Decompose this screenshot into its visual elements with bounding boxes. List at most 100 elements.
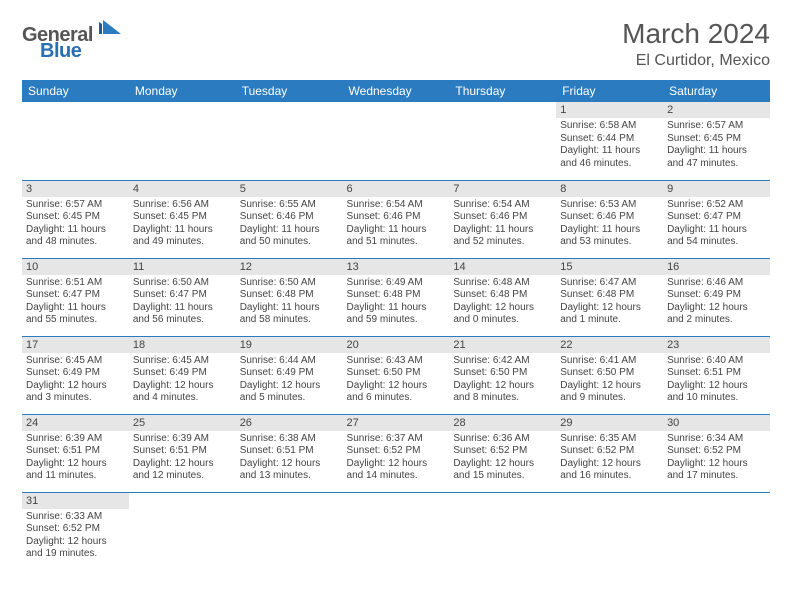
calendar-cell xyxy=(129,492,236,570)
calendar-cell: 1Sunrise: 6:58 AMSunset: 6:44 PMDaylight… xyxy=(556,102,663,180)
logo-second-word: Blue xyxy=(40,40,81,62)
calendar-cell: 27Sunrise: 6:37 AMSunset: 6:52 PMDayligh… xyxy=(343,414,450,492)
day-number: 26 xyxy=(236,415,343,431)
calendar-cell: 3Sunrise: 6:57 AMSunset: 6:45 PMDaylight… xyxy=(22,180,129,258)
day-number: 22 xyxy=(556,337,663,353)
day-details: Sunrise: 6:44 AMSunset: 6:49 PMDaylight:… xyxy=(236,353,343,407)
calendar-cell: 28Sunrise: 6:36 AMSunset: 6:52 PMDayligh… xyxy=(449,414,556,492)
day-details: Sunrise: 6:35 AMSunset: 6:52 PMDaylight:… xyxy=(556,431,663,485)
calendar-cell xyxy=(22,102,129,180)
calendar-cell: 4Sunrise: 6:56 AMSunset: 6:45 PMDaylight… xyxy=(129,180,236,258)
calendar-cell xyxy=(343,492,450,570)
day-number: 4 xyxy=(129,181,236,197)
calendar-cell: 18Sunrise: 6:45 AMSunset: 6:49 PMDayligh… xyxy=(129,336,236,414)
day-details: Sunrise: 6:57 AMSunset: 6:45 PMDaylight:… xyxy=(22,197,129,251)
calendar-cell: 9Sunrise: 6:52 AMSunset: 6:47 PMDaylight… xyxy=(663,180,770,258)
calendar-grid: Sunday Monday Tuesday Wednesday Thursday… xyxy=(22,80,770,570)
calendar-body: 1Sunrise: 6:58 AMSunset: 6:44 PMDaylight… xyxy=(22,102,770,570)
calendar-cell: 7Sunrise: 6:54 AMSunset: 6:46 PMDaylight… xyxy=(449,180,556,258)
location-subtitle: El Curtidor, Mexico xyxy=(622,52,770,70)
day-details: Sunrise: 6:36 AMSunset: 6:52 PMDaylight:… xyxy=(449,431,556,485)
day-details: Sunrise: 6:50 AMSunset: 6:47 PMDaylight:… xyxy=(129,275,236,329)
calendar-cell: 11Sunrise: 6:50 AMSunset: 6:47 PMDayligh… xyxy=(129,258,236,336)
day-number: 14 xyxy=(449,259,556,275)
day-details: Sunrise: 6:48 AMSunset: 6:48 PMDaylight:… xyxy=(449,275,556,329)
calendar-cell: 5Sunrise: 6:55 AMSunset: 6:46 PMDaylight… xyxy=(236,180,343,258)
day-details: Sunrise: 6:38 AMSunset: 6:51 PMDaylight:… xyxy=(236,431,343,485)
day-details: Sunrise: 6:52 AMSunset: 6:47 PMDaylight:… xyxy=(663,197,770,251)
day-details: Sunrise: 6:45 AMSunset: 6:49 PMDaylight:… xyxy=(22,353,129,407)
day-header-tuesday: Tuesday xyxy=(236,80,343,102)
day-number: 1 xyxy=(556,102,663,118)
day-details: Sunrise: 6:45 AMSunset: 6:49 PMDaylight:… xyxy=(129,353,236,407)
day-number: 13 xyxy=(343,259,450,275)
calendar-cell: 19Sunrise: 6:44 AMSunset: 6:49 PMDayligh… xyxy=(236,336,343,414)
day-number: 12 xyxy=(236,259,343,275)
day-number: 11 xyxy=(129,259,236,275)
day-number: 17 xyxy=(22,337,129,353)
day-number: 24 xyxy=(22,415,129,431)
day-header-wednesday: Wednesday xyxy=(343,80,450,102)
calendar-cell: 30Sunrise: 6:34 AMSunset: 6:52 PMDayligh… xyxy=(663,414,770,492)
day-number: 21 xyxy=(449,337,556,353)
calendar-cell: 16Sunrise: 6:46 AMSunset: 6:49 PMDayligh… xyxy=(663,258,770,336)
calendar-cell xyxy=(556,492,663,570)
day-number: 28 xyxy=(449,415,556,431)
day-number: 31 xyxy=(22,493,129,509)
day-number: 15 xyxy=(556,259,663,275)
day-number: 25 xyxy=(129,415,236,431)
calendar-page: General Blue March 2024 El Curtidor, Mex… xyxy=(0,0,792,580)
day-details: Sunrise: 6:37 AMSunset: 6:52 PMDaylight:… xyxy=(343,431,450,485)
day-details: Sunrise: 6:39 AMSunset: 6:51 PMDaylight:… xyxy=(129,431,236,485)
day-number: 5 xyxy=(236,181,343,197)
title-block: March 2024 El Curtidor, Mexico xyxy=(622,18,770,70)
day-details: Sunrise: 6:40 AMSunset: 6:51 PMDaylight:… xyxy=(663,353,770,407)
calendar-cell: 6Sunrise: 6:54 AMSunset: 6:46 PMDaylight… xyxy=(343,180,450,258)
day-details: Sunrise: 6:51 AMSunset: 6:47 PMDaylight:… xyxy=(22,275,129,329)
calendar-cell: 26Sunrise: 6:38 AMSunset: 6:51 PMDayligh… xyxy=(236,414,343,492)
day-number: 3 xyxy=(22,181,129,197)
day-number: 20 xyxy=(343,337,450,353)
day-number: 16 xyxy=(663,259,770,275)
day-details: Sunrise: 6:39 AMSunset: 6:51 PMDaylight:… xyxy=(22,431,129,485)
calendar-cell: 22Sunrise: 6:41 AMSunset: 6:50 PMDayligh… xyxy=(556,336,663,414)
calendar-cell: 14Sunrise: 6:48 AMSunset: 6:48 PMDayligh… xyxy=(449,258,556,336)
day-details: Sunrise: 6:41 AMSunset: 6:50 PMDaylight:… xyxy=(556,353,663,407)
calendar-cell: 8Sunrise: 6:53 AMSunset: 6:46 PMDaylight… xyxy=(556,180,663,258)
calendar-cell: 23Sunrise: 6:40 AMSunset: 6:51 PMDayligh… xyxy=(663,336,770,414)
calendar-cell: 25Sunrise: 6:39 AMSunset: 6:51 PMDayligh… xyxy=(129,414,236,492)
day-number: 27 xyxy=(343,415,450,431)
page-header: General Blue March 2024 El Curtidor, Mex… xyxy=(22,18,770,70)
calendar-cell xyxy=(449,492,556,570)
calendar-cell: 20Sunrise: 6:43 AMSunset: 6:50 PMDayligh… xyxy=(343,336,450,414)
calendar-cell: 13Sunrise: 6:49 AMSunset: 6:48 PMDayligh… xyxy=(343,258,450,336)
day-number: 8 xyxy=(556,181,663,197)
calendar-cell: 21Sunrise: 6:42 AMSunset: 6:50 PMDayligh… xyxy=(449,336,556,414)
day-number: 2 xyxy=(663,102,770,118)
calendar-cell: 2Sunrise: 6:57 AMSunset: 6:45 PMDaylight… xyxy=(663,102,770,180)
flag-icon xyxy=(99,20,121,39)
calendar-cell: 12Sunrise: 6:50 AMSunset: 6:48 PMDayligh… xyxy=(236,258,343,336)
calendar-cell: 29Sunrise: 6:35 AMSunset: 6:52 PMDayligh… xyxy=(556,414,663,492)
month-title: March 2024 xyxy=(622,18,770,50)
day-number: 19 xyxy=(236,337,343,353)
day-number: 29 xyxy=(556,415,663,431)
calendar-cell: 17Sunrise: 6:45 AMSunset: 6:49 PMDayligh… xyxy=(22,336,129,414)
day-number: 18 xyxy=(129,337,236,353)
calendar-cell: 31Sunrise: 6:33 AMSunset: 6:52 PMDayligh… xyxy=(22,492,129,570)
day-number: 9 xyxy=(663,181,770,197)
day-details: Sunrise: 6:34 AMSunset: 6:52 PMDaylight:… xyxy=(663,431,770,485)
day-details: Sunrise: 6:58 AMSunset: 6:44 PMDaylight:… xyxy=(556,118,663,172)
calendar-cell: 24Sunrise: 6:39 AMSunset: 6:51 PMDayligh… xyxy=(22,414,129,492)
calendar-cell xyxy=(236,492,343,570)
day-header-row: Sunday Monday Tuesday Wednesday Thursday… xyxy=(22,80,770,102)
day-details: Sunrise: 6:57 AMSunset: 6:45 PMDaylight:… xyxy=(663,118,770,172)
day-details: Sunrise: 6:47 AMSunset: 6:48 PMDaylight:… xyxy=(556,275,663,329)
calendar-row: 17Sunrise: 6:45 AMSunset: 6:49 PMDayligh… xyxy=(22,336,770,414)
day-details: Sunrise: 6:42 AMSunset: 6:50 PMDaylight:… xyxy=(449,353,556,407)
day-details: Sunrise: 6:55 AMSunset: 6:46 PMDaylight:… xyxy=(236,197,343,251)
day-details: Sunrise: 6:56 AMSunset: 6:45 PMDaylight:… xyxy=(129,197,236,251)
day-details: Sunrise: 6:49 AMSunset: 6:48 PMDaylight:… xyxy=(343,275,450,329)
day-number: 23 xyxy=(663,337,770,353)
calendar-row: 24Sunrise: 6:39 AMSunset: 6:51 PMDayligh… xyxy=(22,414,770,492)
